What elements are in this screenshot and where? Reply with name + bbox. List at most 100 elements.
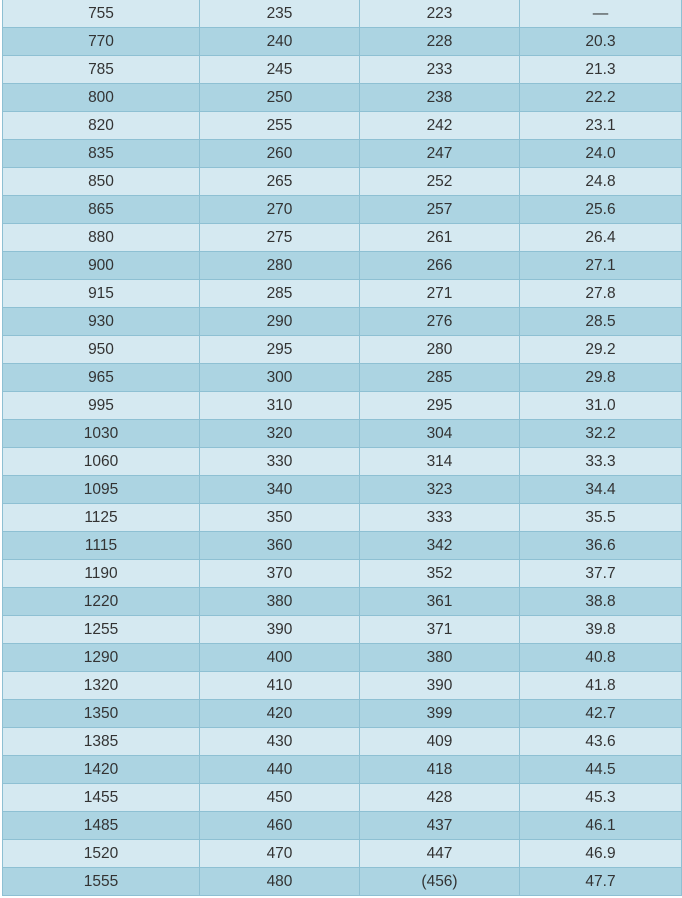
table-cell: 27.8 bbox=[519, 279, 682, 308]
table-row: 995 310 295 31.0 bbox=[2, 391, 682, 420]
table-cell: 47.7 bbox=[519, 867, 682, 896]
table-cell: 270 bbox=[199, 195, 360, 224]
table-cell: 46.9 bbox=[519, 839, 682, 868]
table-row: 900 280 266 27.1 bbox=[2, 251, 682, 280]
table-cell: 850 bbox=[2, 167, 200, 196]
table-row: 1125 350 333 35.5 bbox=[2, 503, 682, 532]
table-cell: 32.2 bbox=[519, 419, 682, 448]
table-cell: 41.8 bbox=[519, 671, 682, 700]
table-cell: 965 bbox=[2, 363, 200, 392]
table-cell: 310 bbox=[199, 391, 360, 420]
table-row: 1115 360 342 36.6 bbox=[2, 531, 682, 560]
table-cell: 371 bbox=[359, 615, 520, 644]
table-cell: 25.6 bbox=[519, 195, 682, 224]
table-cell: 820 bbox=[2, 111, 200, 140]
table-cell: 250 bbox=[199, 83, 360, 112]
table-cell: 27.1 bbox=[519, 251, 682, 280]
table-cell: 21.3 bbox=[519, 55, 682, 84]
table-cell: 37.7 bbox=[519, 559, 682, 588]
table-cell: 930 bbox=[2, 307, 200, 336]
table-cell: 233 bbox=[359, 55, 520, 84]
table-cell: 470 bbox=[199, 839, 360, 868]
table-row: 770 240 228 20.3 bbox=[2, 27, 682, 56]
table-cell: 29.8 bbox=[519, 363, 682, 392]
table-cell: 370 bbox=[199, 559, 360, 588]
table-cell: 390 bbox=[359, 671, 520, 700]
table-row: 785 245 233 21.3 bbox=[2, 55, 682, 84]
table-row: 930 290 276 28.5 bbox=[2, 307, 682, 336]
table-cell: 29.2 bbox=[519, 335, 682, 364]
table-cell: 228 bbox=[359, 27, 520, 56]
table-cell: 342 bbox=[359, 531, 520, 560]
table-cell: 437 bbox=[359, 811, 520, 840]
table-cell: 261 bbox=[359, 223, 520, 252]
table-row: 1255 390 371 39.8 bbox=[2, 615, 682, 644]
table-cell: 1385 bbox=[2, 727, 200, 756]
table-row: 850 265 252 24.8 bbox=[2, 167, 682, 196]
table-cell: 33.3 bbox=[519, 447, 682, 476]
table-cell: 24.0 bbox=[519, 139, 682, 168]
table-row: 1455 450 428 45.3 bbox=[2, 783, 682, 812]
table-cell: 285 bbox=[199, 279, 360, 308]
table-cell: 1485 bbox=[2, 811, 200, 840]
table-row: 800 250 238 22.2 bbox=[2, 83, 682, 112]
table-row: 1555 480 (456) 47.7 bbox=[2, 867, 682, 896]
table-cell: — bbox=[519, 0, 682, 28]
table-cell: 380 bbox=[359, 643, 520, 672]
table-cell: (456) bbox=[359, 867, 520, 896]
table-cell: 26.4 bbox=[519, 223, 682, 252]
table-cell: 1455 bbox=[2, 783, 200, 812]
table-cell: 46.1 bbox=[519, 811, 682, 840]
table-cell: 350 bbox=[199, 503, 360, 532]
table-cell: 1095 bbox=[2, 475, 200, 504]
table-cell: 31.0 bbox=[519, 391, 682, 420]
table-cell: 275 bbox=[199, 223, 360, 252]
table-cell: 28.5 bbox=[519, 307, 682, 336]
table-cell: 323 bbox=[359, 475, 520, 504]
table-cell: 271 bbox=[359, 279, 520, 308]
table-cell: 22.2 bbox=[519, 83, 682, 112]
table-cell: 257 bbox=[359, 195, 520, 224]
table-cell: 42.7 bbox=[519, 699, 682, 728]
table-cell: 1320 bbox=[2, 671, 200, 700]
table-cell: 247 bbox=[359, 139, 520, 168]
table-cell: 440 bbox=[199, 755, 360, 784]
table-row: 1290 400 380 40.8 bbox=[2, 643, 682, 672]
table-cell: 266 bbox=[359, 251, 520, 280]
table-cell: 1030 bbox=[2, 419, 200, 448]
table-cell: 38.8 bbox=[519, 587, 682, 616]
table-cell: 44.5 bbox=[519, 755, 682, 784]
table-cell: 252 bbox=[359, 167, 520, 196]
table-cell: 295 bbox=[199, 335, 360, 364]
table-row: 1385 430 409 43.6 bbox=[2, 727, 682, 756]
table-cell: 1420 bbox=[2, 755, 200, 784]
table-row: 820 255 242 23.1 bbox=[2, 111, 682, 140]
table-cell: 35.5 bbox=[519, 503, 682, 532]
table-cell: 280 bbox=[199, 251, 360, 280]
table-cell: 1290 bbox=[2, 643, 200, 672]
table-cell: 399 bbox=[359, 699, 520, 728]
table-row: 835 260 247 24.0 bbox=[2, 139, 682, 168]
table-cell: 260 bbox=[199, 139, 360, 168]
table-cell: 304 bbox=[359, 419, 520, 448]
table-cell: 409 bbox=[359, 727, 520, 756]
table-cell: 330 bbox=[199, 447, 360, 476]
table-row: 915 285 271 27.8 bbox=[2, 279, 682, 308]
table-cell: 40.8 bbox=[519, 643, 682, 672]
table-cell: 45.3 bbox=[519, 783, 682, 812]
table-cell: 995 bbox=[2, 391, 200, 420]
table-cell: 1255 bbox=[2, 615, 200, 644]
table-row: 1060 330 314 33.3 bbox=[2, 447, 682, 476]
table-cell: 320 bbox=[199, 419, 360, 448]
table-cell: 255 bbox=[199, 111, 360, 140]
table-cell: 290 bbox=[199, 307, 360, 336]
table-cell: 43.6 bbox=[519, 727, 682, 756]
table-cell: 400 bbox=[199, 643, 360, 672]
table-cell: 1115 bbox=[2, 531, 200, 560]
table-row: 950 295 280 29.2 bbox=[2, 335, 682, 364]
table-cell: 410 bbox=[199, 671, 360, 700]
table-cell: 1520 bbox=[2, 839, 200, 868]
table-cell: 1190 bbox=[2, 559, 200, 588]
table-cell: 480 bbox=[199, 867, 360, 896]
